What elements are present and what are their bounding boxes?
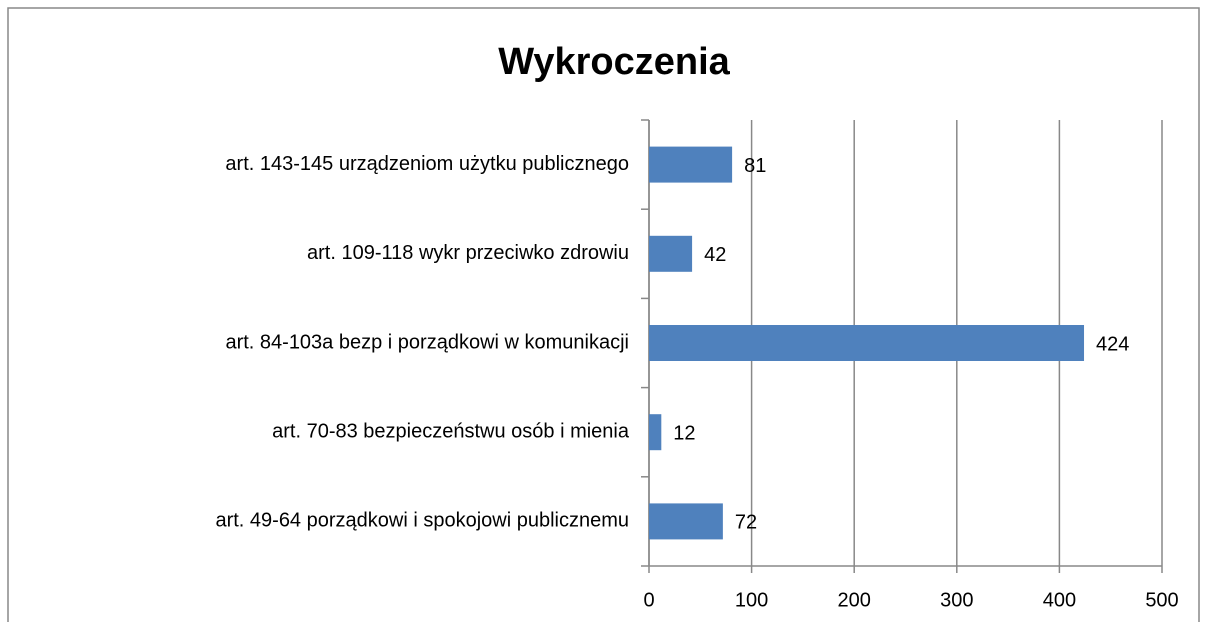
chart-title: Wykroczenia <box>498 41 730 83</box>
y-tick-label: art. 84-103a bezp i porządkowi w komunik… <box>225 331 629 353</box>
x-tick-label: 300 <box>940 589 973 611</box>
data-label: 72 <box>735 512 757 534</box>
data-label: 81 <box>744 155 766 177</box>
x-tick-label: 500 <box>1145 589 1178 611</box>
bar <box>649 503 723 540</box>
x-tick-label: 400 <box>1043 589 1076 611</box>
bar <box>649 414 662 451</box>
data-label: 42 <box>704 244 726 266</box>
bar <box>649 146 733 183</box>
y-tick-label: art. 109-118 wykr przeciwko zdrowiu <box>307 242 629 264</box>
x-tick-label: 0 <box>643 589 654 611</box>
bar <box>649 235 693 272</box>
y-tick-label: art. 143-145 urządzeniom użytku publiczn… <box>225 153 629 175</box>
data-label: 12 <box>673 422 695 444</box>
data-label: 424 <box>1096 333 1129 355</box>
chart-frame <box>7 7 1200 622</box>
x-tick-label: 100 <box>735 589 768 611</box>
y-tick-label: art. 70-83 bezpieczeństwu osób i mienia <box>272 420 630 442</box>
bar <box>649 325 1085 361</box>
x-tick-label: 200 <box>838 589 871 611</box>
y-tick-label: art. 49-64 porządkowi i spokojowi public… <box>215 510 629 532</box>
